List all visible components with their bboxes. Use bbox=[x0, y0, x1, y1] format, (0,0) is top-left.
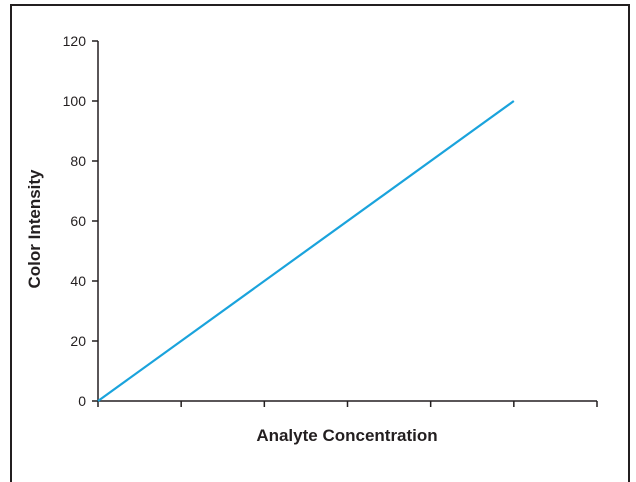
x-axis bbox=[97, 400, 598, 407]
y-tick-label: 40 bbox=[70, 273, 86, 289]
series-group bbox=[97, 100, 515, 402]
y-tick-label: 60 bbox=[70, 213, 86, 229]
chart-frame bbox=[10, 4, 630, 482]
y-tick-label: 20 bbox=[70, 333, 86, 349]
x-axis-title: Analyte Concentration bbox=[256, 426, 437, 445]
y-tick-label: 0 bbox=[78, 393, 86, 409]
y-tick-label: 120 bbox=[63, 33, 87, 49]
y-axis: 0 20 40 60 80 100 120 bbox=[63, 33, 99, 409]
y-tick-label: 100 bbox=[63, 93, 87, 109]
series-line bbox=[97, 100, 515, 402]
y-tick-label: 80 bbox=[70, 153, 86, 169]
y-axis-title: Color Intensity bbox=[25, 169, 44, 289]
